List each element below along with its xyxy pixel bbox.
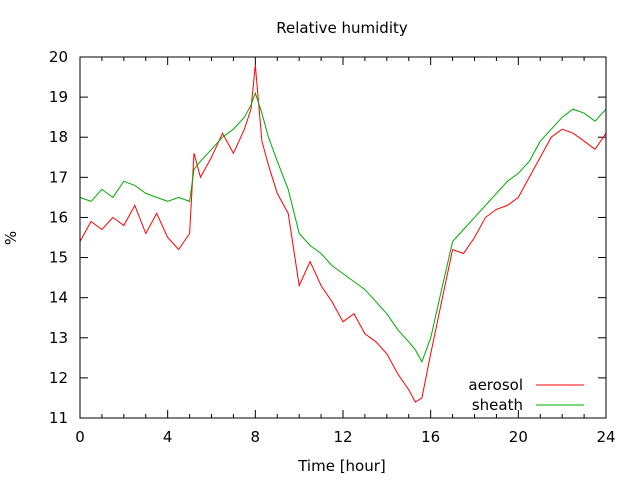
x-tick-label: 24 <box>596 428 615 446</box>
axis-ticks: 0 4 8 12 16 20 24 11 12 13 14 15 16 17 18 19 20 <box>49 48 616 446</box>
y-tick-label: 20 <box>49 48 68 66</box>
y-tick-label: 18 <box>49 128 68 146</box>
series-line-sheath <box>79 91 607 364</box>
x-tick-label: 16 <box>421 428 440 446</box>
legend: aerosol sheath <box>468 376 584 414</box>
series-line-aerosol <box>79 64 607 403</box>
plot-frame <box>79 56 607 419</box>
chart-title: Relative humidity <box>276 19 408 37</box>
series-lines <box>79 64 607 403</box>
y-tick-label: 15 <box>49 249 68 267</box>
legend-label-sheath: sheath <box>472 396 523 414</box>
x-tick-label: 8 <box>251 428 261 446</box>
y-tick-label: 13 <box>49 329 68 347</box>
y-axis-label: % <box>2 231 20 245</box>
x-tick-label: 20 <box>509 428 528 446</box>
y-tick-label: 19 <box>49 88 68 106</box>
y-tick-label: 11 <box>49 409 68 427</box>
y-tick-label: 14 <box>49 289 68 307</box>
y-tick-label: 16 <box>49 208 68 226</box>
x-axis-label: Time [hour] <box>297 457 386 475</box>
x-tick-label: 12 <box>333 428 352 446</box>
y-tick-label: 17 <box>49 168 68 186</box>
x-tick-label: 4 <box>163 428 173 446</box>
x-tick-label: 0 <box>75 428 85 446</box>
legend-label-aerosol: aerosol <box>468 376 523 394</box>
y-tick-label: 12 <box>49 369 68 387</box>
